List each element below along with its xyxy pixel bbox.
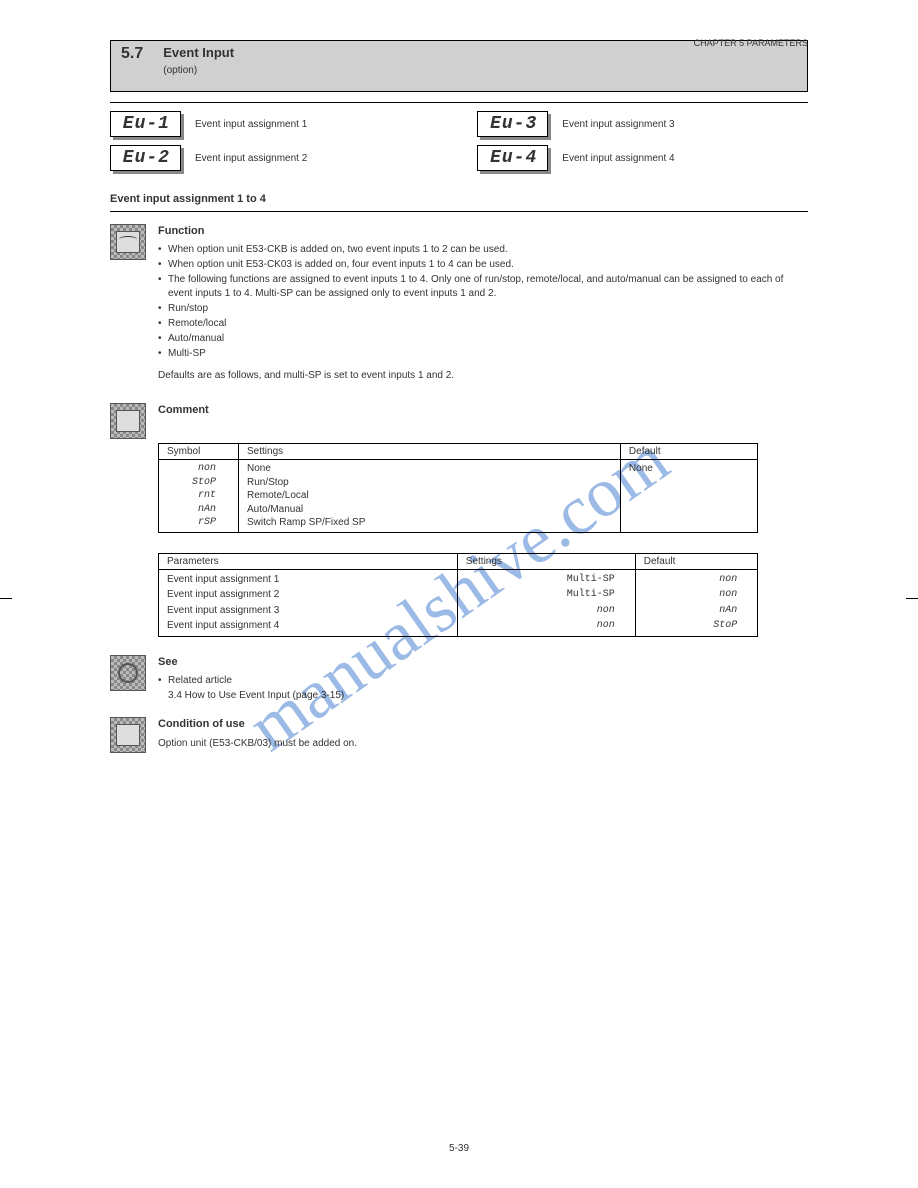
function-icon: [110, 224, 146, 260]
list-item: When option unit E53-CK03 is added on, f…: [158, 258, 808, 272]
lcd-display: Eu-2: [110, 145, 181, 171]
block-heading: See: [158, 655, 808, 670]
table-cell: Multi-SP Multi-SP non non: [457, 569, 635, 636]
list-item: Run/stop: [158, 302, 808, 316]
see-icon: [110, 655, 146, 691]
table-header: Default: [635, 553, 758, 569]
chapter-label: CHAPTER 5 PARAMETERS: [694, 38, 808, 48]
table-header: Settings: [457, 553, 635, 569]
comment-block: Comment: [110, 403, 808, 439]
lcd-cell: Eu-2 Event input assignment 2: [110, 145, 307, 171]
lcd-cell: Eu-3 Event input assignment 3: [477, 111, 674, 137]
section-title-2: (option): [163, 64, 234, 77]
see-block: See Related article 3.4 How to Use Event…: [110, 655, 808, 703]
block-heading: Function: [158, 224, 808, 239]
table-header-row: Symbol Settings Default: [159, 444, 758, 460]
comment-icon: [110, 403, 146, 439]
lcd-label: Event input assignment 3: [562, 119, 674, 130]
lcd-label: Event input assignment 4: [562, 153, 674, 164]
list-item: Auto/manual: [158, 332, 808, 346]
page-content: CHAPTER 5 PARAMETERS 5.7 Event Input (op…: [0, 0, 918, 793]
lcd-cell: Eu-1 Event input assignment 1: [110, 111, 307, 137]
lcd-cell: Eu-4 Event input assignment 4: [477, 145, 674, 171]
default-table: Parameters Settings Default Event input …: [158, 553, 758, 637]
condition-block: Condition of use Option unit (E53-CKB/03…: [110, 717, 808, 753]
table-cell-symbols: non StoP rnt nAn rSP: [159, 460, 239, 533]
list-item: When option unit E53-CKB is added on, tw…: [158, 243, 808, 257]
table-header: Symbol: [159, 444, 239, 460]
section-number: 5.7: [121, 45, 143, 63]
table-header-row: Parameters Settings Default: [159, 553, 758, 569]
note-text: Defaults are as follows, and multi-SP is…: [158, 369, 808, 383]
table-cell-default: None: [620, 460, 757, 533]
list-item: Multi-SP: [158, 347, 808, 361]
lcd-label: Event input assignment 2: [195, 153, 307, 164]
lcd-label: Event input assignment 1: [195, 119, 307, 130]
bullet-list: Related article: [158, 674, 808, 688]
reference-text: 3.4 How to Use Event Input (page 3-15): [158, 689, 808, 703]
list-item: Remote/local: [158, 317, 808, 331]
lcd-display: Eu-3: [477, 111, 548, 137]
list-item: The following functions are assigned to …: [158, 273, 808, 301]
comment-table: Symbol Settings Default non StoP rnt nAn…: [158, 443, 758, 533]
table-header: Parameters: [159, 553, 458, 569]
table-cell-settings: None Run/Stop Remote/Local Auto/Manual S…: [239, 460, 621, 533]
lcd-display: Eu-1: [110, 111, 181, 137]
section-title-1: Event Input: [163, 45, 234, 62]
divider: [110, 102, 808, 103]
table-cell: non non nAn StoP: [635, 569, 758, 636]
lcd-row-2: Eu-2 Event input assignment 2 Eu-4 Event…: [110, 145, 808, 171]
block-heading: Condition of use: [158, 717, 808, 732]
bullet-list: When option unit E53-CKB is added on, tw…: [158, 243, 808, 361]
table-row: Event input assignment 1 Event input ass…: [159, 569, 758, 636]
lcd-display: Eu-4: [477, 145, 548, 171]
function-block: Function When option unit E53-CKB is add…: [110, 224, 808, 391]
table-header: Default: [620, 444, 757, 460]
list-item: Related article: [158, 674, 808, 688]
table-row: non StoP rnt nAn rSP None Run/Stop Remot…: [159, 460, 758, 533]
condition-icon: [110, 717, 146, 753]
table-header: Settings: [239, 444, 621, 460]
lcd-row-1: Eu-1 Event input assignment 1 Eu-3 Event…: [110, 111, 808, 137]
divider: [110, 211, 808, 212]
block-heading: Comment: [158, 403, 808, 418]
sub-heading: Event input assignment 1 to 4: [110, 193, 808, 205]
page-number: 5-39: [0, 1143, 918, 1154]
table-cell: Event input assignment 1 Event input ass…: [159, 569, 458, 636]
condition-text: Option unit (E53-CKB/03) must be added o…: [158, 737, 808, 751]
